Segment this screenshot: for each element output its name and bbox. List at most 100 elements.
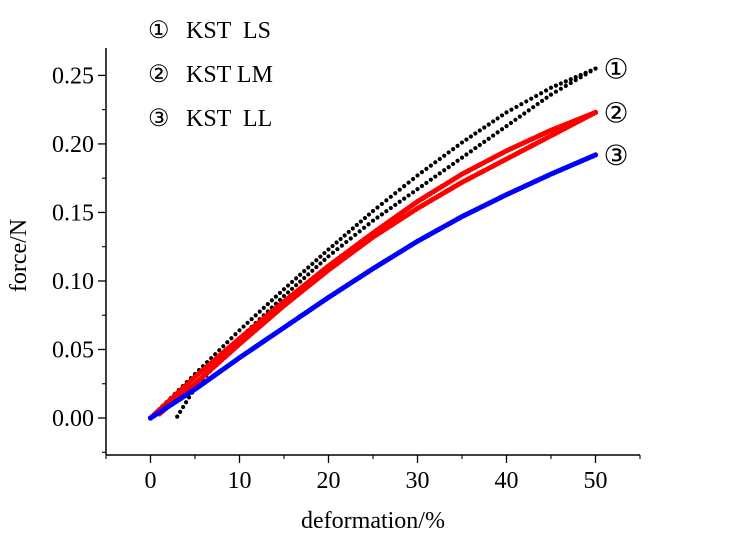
y-tick-label: 0.20 <box>52 132 94 158</box>
data-point <box>175 414 180 419</box>
x-axis-title: deformation/% <box>301 508 445 534</box>
data-point <box>499 113 505 118</box>
legend-item: ① KST LS <box>148 18 271 44</box>
x-tick-label: 0 <box>145 468 157 494</box>
data-point <box>241 324 246 329</box>
data-point <box>522 111 527 116</box>
data-point <box>495 130 500 135</box>
data-point <box>428 177 433 182</box>
data-point <box>468 134 473 139</box>
data-point <box>433 160 438 165</box>
data-point <box>504 110 509 115</box>
data-point <box>348 236 353 241</box>
data-point <box>428 163 433 168</box>
data-point <box>302 269 307 274</box>
data-point <box>318 261 323 266</box>
data-point <box>446 150 451 155</box>
data-point <box>415 187 420 192</box>
data-point <box>486 122 491 127</box>
legend-item: ③ KST LL <box>148 106 272 132</box>
data-point <box>379 212 384 217</box>
data-point <box>379 201 384 207</box>
axes: 0 10 20 30 40 50 0.00 0.05 0.10 0.15 0.20 0.25 <box>52 48 641 494</box>
data-point <box>491 133 496 138</box>
data-point <box>362 215 368 221</box>
data-point <box>534 93 539 99</box>
data-point <box>298 279 303 284</box>
data-point <box>504 124 509 129</box>
data-point <box>353 232 358 238</box>
data-point <box>531 105 536 110</box>
data-point <box>548 92 554 97</box>
series-1 <box>148 66 598 421</box>
data-point <box>477 142 482 148</box>
data-point <box>553 89 559 94</box>
data-point <box>335 247 340 252</box>
data-point <box>583 72 588 77</box>
x-tick-label: 10 <box>228 468 252 494</box>
data-point <box>375 205 380 210</box>
data-point <box>459 155 465 160</box>
data-point <box>455 143 460 148</box>
data-point <box>314 258 319 263</box>
series-3 <box>147 152 599 421</box>
curve-tags: ① ② ③ <box>604 55 629 172</box>
data-point <box>592 152 599 158</box>
data-point <box>229 336 234 341</box>
data-point <box>225 340 230 345</box>
data-point <box>397 187 402 192</box>
data-point <box>362 225 367 230</box>
data-point <box>593 66 598 71</box>
data-point <box>339 243 344 248</box>
data-point <box>464 152 469 157</box>
data-point <box>473 131 478 136</box>
legend-label: KST LL <box>186 106 272 132</box>
data-point <box>310 261 315 266</box>
data-point <box>253 313 258 318</box>
data-point <box>265 302 270 307</box>
data-point <box>517 114 522 119</box>
data-point <box>273 294 279 299</box>
data-point <box>384 198 389 203</box>
data-point <box>568 77 573 82</box>
data-point <box>237 328 242 333</box>
data-point <box>249 316 254 322</box>
data-point <box>384 209 389 214</box>
data-point <box>424 180 429 185</box>
data-point <box>285 283 291 288</box>
series-layer <box>147 66 599 421</box>
data-point <box>406 180 411 185</box>
data-point <box>437 171 442 176</box>
data-point <box>322 257 327 263</box>
data-point <box>370 208 376 214</box>
y-tick-label: 0.00 <box>52 406 94 432</box>
data-point <box>526 108 531 113</box>
data-point <box>499 127 505 132</box>
data-point <box>397 199 402 204</box>
data-point <box>357 229 362 234</box>
curve-tag-3: ③ <box>604 141 629 172</box>
data-point <box>473 146 478 151</box>
data-point <box>482 139 487 144</box>
data-point <box>277 290 283 296</box>
data-point <box>573 78 578 83</box>
data-point <box>402 184 407 189</box>
data-point <box>366 222 371 227</box>
data-point <box>482 125 487 130</box>
data-point <box>281 293 287 299</box>
data-point <box>519 102 524 107</box>
data-point <box>415 173 420 178</box>
data-point <box>322 250 327 256</box>
legend-label: KST LM <box>186 62 273 88</box>
data-point <box>393 191 398 196</box>
data-point <box>553 83 559 88</box>
data-point <box>486 136 491 141</box>
data-point <box>573 74 578 80</box>
data-point <box>477 128 482 133</box>
data-point <box>451 161 456 167</box>
data-point <box>433 174 438 179</box>
data-point <box>393 202 398 208</box>
data-point <box>388 194 393 199</box>
data-point <box>306 265 311 270</box>
data-point <box>558 81 563 86</box>
